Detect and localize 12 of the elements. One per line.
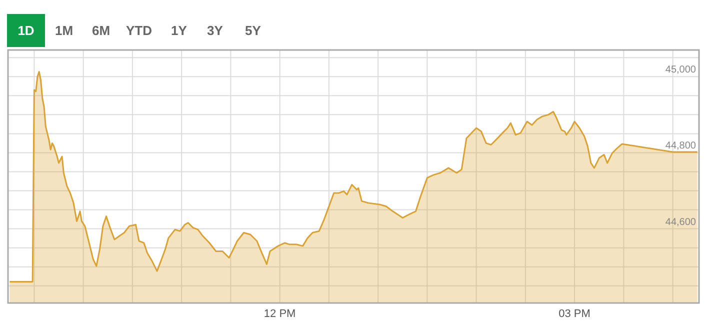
text: 1M: [54, 23, 74, 38]
x-tick-label: 03 PM: [558, 308, 590, 320]
y-tick-label: 44,800: [665, 140, 696, 152]
text: 5Y: [245, 23, 262, 38]
text: 1Y: [171, 23, 188, 38]
text: YTD: [126, 23, 152, 38]
y-tick-label: 44,600: [665, 216, 696, 228]
text: 3Y: [207, 23, 224, 38]
text: 6M: [92, 23, 110, 38]
x-tick-label: 12 PM: [264, 308, 296, 320]
y-tick-label: 45,000: [665, 64, 696, 76]
text: 1D: [18, 23, 34, 38]
